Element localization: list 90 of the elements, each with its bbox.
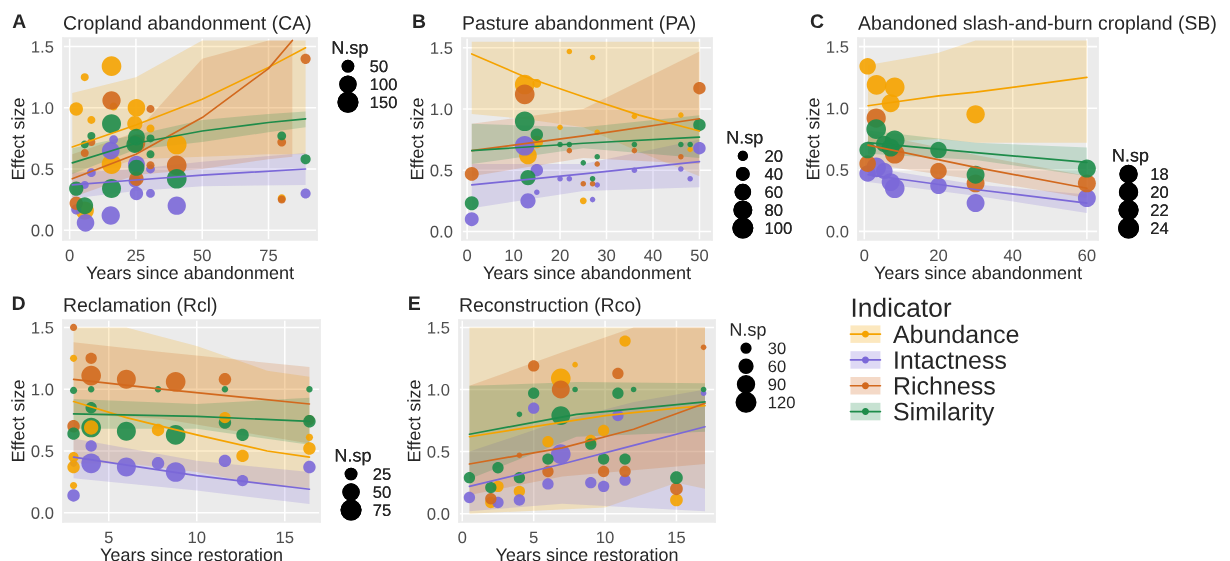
legend-label: 25 [373,468,391,481]
legend-label: 100 [765,222,792,235]
legend-label: 60 [765,186,783,199]
y-tick-label: 1.5 [428,322,450,334]
text: N.sp [730,323,766,340]
x-tick-label: 40 [644,249,662,262]
y-tick-label: 0.5 [31,163,54,176]
y-tick-label: 0.0 [31,507,54,519]
y-tick-label: 0.5 [430,164,453,177]
x-tick-label: 0 [458,531,467,544]
x-tick-label: 60 [1078,249,1096,262]
legend-title: Indicator [852,297,952,318]
text: D [12,296,25,310]
text: C [810,14,824,29]
legend-label: Similarity [894,402,995,426]
y-axis-title: Effect size [11,380,25,461]
legend-label: 20 [1151,186,1169,199]
x-tick-label: 0 [65,249,74,262]
x-tick-label: 50 [690,249,709,262]
text: E [409,296,421,310]
x-tick-label: 15 [276,531,294,544]
legend-label: 40 [764,168,783,180]
x-tick-label: 0 [860,249,869,262]
y-tick-label: 0.5 [826,164,849,176]
x-tick-label: 40 [1003,249,1022,262]
x-axis-title: Years since restoration [100,547,282,561]
y-axis-title: Effect size [806,98,820,179]
text: A [12,14,26,28]
legend-label: 120 [768,396,795,409]
y-tick-label: 0.0 [430,225,453,238]
x-tick-label: 15 [668,531,686,544]
chart-title: Reconstruction (Rco) [460,297,641,316]
x-tick-label: 20 [551,249,569,262]
legend-label: 100 [370,78,397,91]
legend-label: 75 [373,504,391,517]
x-tick-label: 10 [597,531,614,544]
y-tick-label: 1.5 [32,41,54,53]
y-tick-label: 0.5 [31,445,54,458]
x-tick-label: 20 [930,249,948,262]
y-axis-title: Effect size [410,98,424,179]
y-tick-label: 0.0 [31,224,54,237]
legend-label: Richness [894,376,995,395]
x-tick-label: 30 [597,249,616,262]
y-tick-label: 1.0 [32,383,54,396]
x-tick-label: 5 [104,531,113,544]
chart-title: Abandoned slash-and-burn cropland (SB) [858,15,1216,34]
y-tick-label: 1.5 [827,41,849,53]
x-axis-title: Years since abandonment [86,265,294,280]
y-tick-label: 0.5 [427,446,450,458]
x-tick-label: 50 [193,249,211,262]
y-tick-label: 1.0 [827,102,849,115]
legend-label: 90 [768,378,786,391]
legend-label: 22 [1151,204,1168,216]
y-tick-label: 0.0 [427,508,450,520]
x-tick-label: 25 [127,249,145,262]
text: N.sp [1113,149,1149,166]
legend-label: 50 [373,486,391,499]
y-tick-label: 1.0 [431,103,453,116]
text: N.sp [335,449,371,466]
x-axis-title: Years since abandonment [874,265,1082,280]
y-tick-label: 1.0 [32,102,54,114]
chart-title: Cropland abandonment (CA) [63,15,311,34]
legend-label: 80 [765,204,783,217]
text: B [413,14,426,28]
legend-label: 60 [768,360,786,373]
text: N.sp [727,131,763,148]
x-tick-label: 10 [505,249,523,262]
chart-title: Reclamation (Rcl) [64,297,217,316]
legend-label: 150 [370,96,397,109]
x-tick-label: 10 [188,531,206,544]
legend-label: Abundance [892,324,1019,344]
legend-label: Intactness [895,351,1006,369]
x-axis-title: Years since abandonment [483,265,691,280]
legend-label: 18 [1151,168,1169,180]
x-tick-label: 75 [260,249,278,262]
y-axis-title: Effect size [407,380,421,461]
y-tick-label: 0.0 [826,225,849,238]
legend-label: 30 [768,342,786,355]
legend-label: 50 [370,60,388,73]
chart-title: Pasture abandonment (PA) [463,15,695,34]
text: N.sp [332,41,368,58]
legend-label: 24 [1151,222,1169,234]
y-tick-label: 1.5 [431,42,453,54]
x-tick-label: 5 [529,531,538,544]
x-axis-title: Years since restoration [495,547,678,561]
legend-label: 20 [765,150,783,162]
y-tick-label: 1.5 [32,321,54,334]
x-tick-label: 0 [463,249,472,262]
y-tick-label: 1.0 [428,383,450,396]
y-axis-title: Effect size [11,98,25,179]
